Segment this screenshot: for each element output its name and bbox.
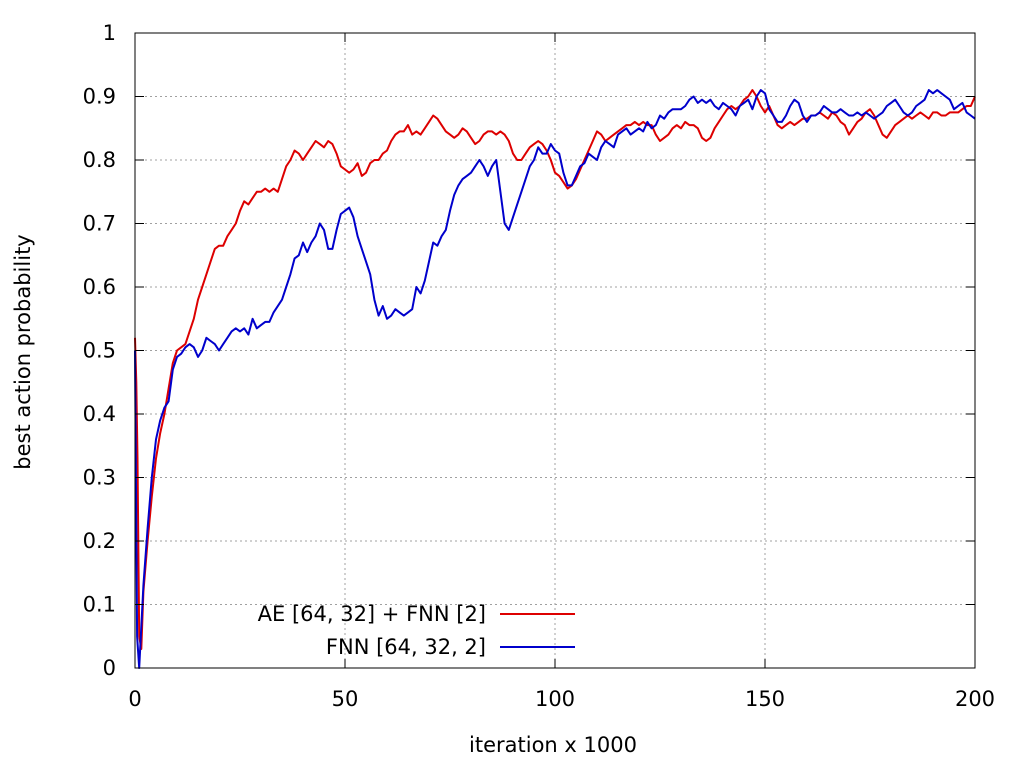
y-tick-label: 0.4 — [83, 402, 116, 426]
x-tick-label: 150 — [745, 687, 785, 711]
y-axis-tick-labels: 0 0.1 0.2 0.3 0.4 0.5 0.6 0.7 0.8 0.9 1 — [83, 21, 116, 680]
legend: AE [64, 32] + FNN [2] FNN [64, 32, 2] — [258, 602, 575, 659]
y-tick-label: 0 — [103, 656, 116, 680]
x-tick-label: 100 — [535, 687, 575, 711]
y-tick-label: 0.3 — [83, 466, 116, 490]
legend-label-2: FNN [64, 32, 2] — [326, 635, 486, 659]
x-axis-tick-labels: 0 50 100 150 200 — [128, 687, 995, 711]
y-tick-label: 0.1 — [83, 593, 116, 617]
x-tick-label: 50 — [332, 687, 359, 711]
y-tick-label: 0.2 — [83, 529, 116, 553]
y-tick-label: 0.8 — [83, 148, 116, 172]
y-tick-label: 0.7 — [83, 212, 116, 236]
y-axis-title: best action probability — [11, 234, 35, 469]
series-lines — [134, 89, 976, 669]
x-tick-label: 0 — [128, 687, 141, 711]
legend-label-1: AE [64, 32] + FNN [2] — [258, 602, 486, 626]
y-tick-label: 0.9 — [83, 85, 116, 109]
grid — [135, 33, 975, 668]
y-tick-label: 0.5 — [83, 339, 116, 363]
axis-ticks — [134, 32, 976, 669]
y-tick-label: 0.6 — [83, 275, 116, 299]
x-axis-title: iteration x 1000 — [469, 733, 637, 757]
y-tick-label: 1 — [103, 21, 116, 45]
x-tick-label: 200 — [955, 687, 995, 711]
series-line-2 — [134, 89, 976, 669]
